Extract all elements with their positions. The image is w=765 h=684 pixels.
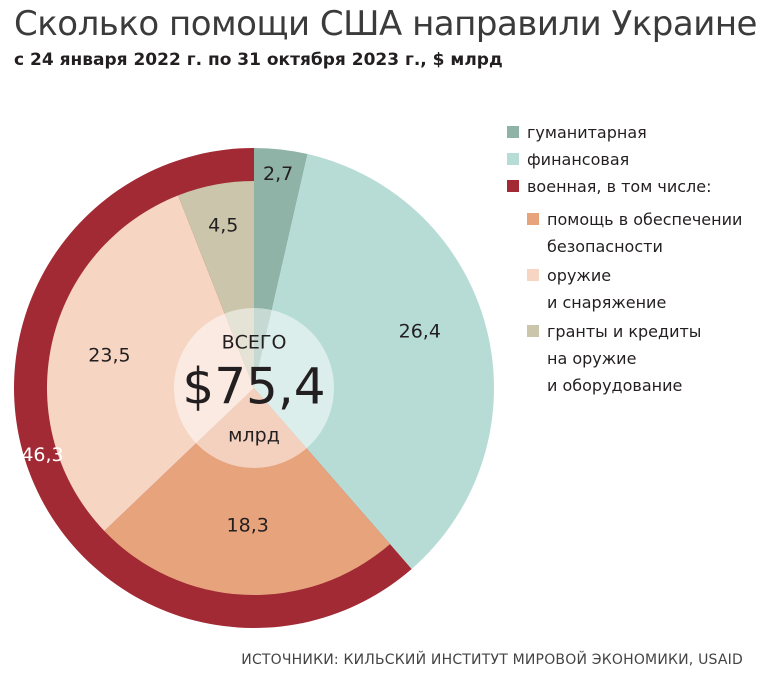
data-label-weapons: 23,5 xyxy=(88,345,130,367)
data-label-security-assistance: 18,3 xyxy=(227,514,269,536)
slice-financial xyxy=(254,154,494,569)
legend-swatch xyxy=(527,269,539,281)
chart-title: Сколько помощи США направили Украине xyxy=(14,4,757,44)
legend-item-military: военная, в том числе: xyxy=(507,173,742,200)
legend-item-weapons: оружие и снаряжение xyxy=(527,262,742,316)
chart-subtitle: с 24 января 2022 г. по 31 октября 2023 г… xyxy=(14,50,503,70)
legend-label: финансовая xyxy=(527,150,630,169)
legend-item-security-assistance: помощь в обеспечении безопасности xyxy=(527,206,742,260)
legend: гуманитарная финансовая военная, в том ч… xyxy=(507,119,742,399)
data-label-military: 46,3 xyxy=(21,444,63,466)
total-circle xyxy=(174,308,334,468)
legend-swatch xyxy=(527,213,539,225)
total-unit: млрд xyxy=(228,425,280,447)
slice-weapons xyxy=(46,195,254,531)
legend-label: военная, в том числе: xyxy=(527,177,712,196)
total-value: $75,4 xyxy=(182,358,325,416)
legend-label: оружие и снаряжение xyxy=(547,266,667,312)
data-label-grants-loans: 4,5 xyxy=(208,214,238,236)
total-caption: ВСЕГО xyxy=(222,332,287,354)
legend-swatch xyxy=(507,153,519,165)
legend-swatch xyxy=(507,126,519,138)
legend-item-humanitarian: гуманитарная xyxy=(507,119,742,146)
legend-label: гуманитарная xyxy=(527,123,647,142)
legend-swatch xyxy=(527,325,539,337)
slice-security-assistance xyxy=(104,388,390,595)
source-note: ИСТОЧНИКИ: КИЛЬСКИЙ ИНСТИТУТ МИРОВОЙ ЭКО… xyxy=(241,652,743,668)
legend-label: гранты и кредиты на оружие и оборудовани… xyxy=(547,322,702,395)
legend-label: помощь в обеспечении безопасности xyxy=(547,210,743,256)
legend-swatch xyxy=(507,180,519,192)
legend-item-financial: финансовая xyxy=(507,146,742,173)
legend-item-grants-loans: гранты и кредиты на оружие и оборудовани… xyxy=(527,318,742,399)
data-label-financial: 26,4 xyxy=(399,320,441,342)
data-label-humanitarian: 2,7 xyxy=(263,163,293,185)
